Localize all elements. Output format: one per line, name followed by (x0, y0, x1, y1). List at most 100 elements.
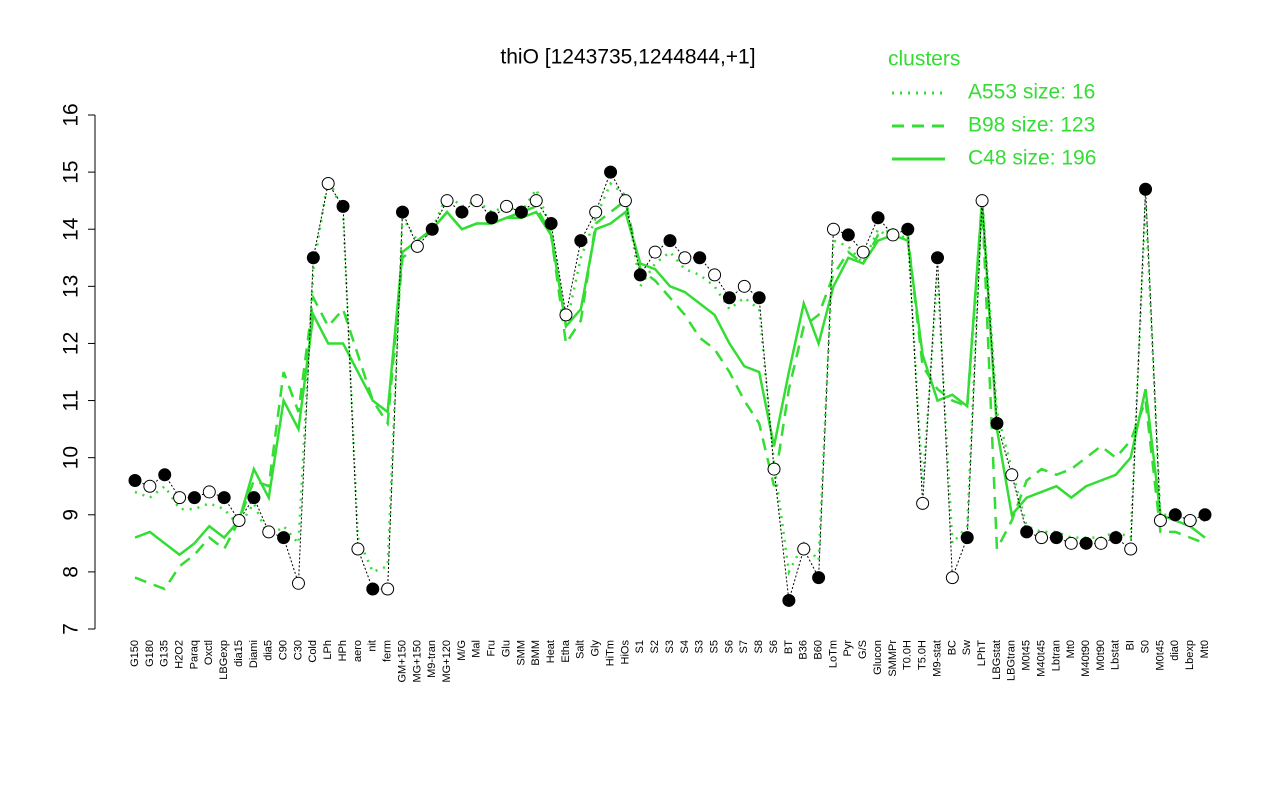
point (1064, 536, 1078, 550)
x-tick-label: M0t45 (1154, 640, 1166, 671)
point (1020, 525, 1034, 539)
point (306, 251, 320, 265)
x-tick-label: G/S (857, 640, 869, 659)
point-link (387, 212, 403, 590)
x-tick-label: H2O2 (173, 640, 185, 669)
point (1035, 531, 1049, 545)
x-tick-label: Mt0 (1065, 640, 1077, 658)
point-link (550, 223, 567, 315)
point (336, 199, 350, 213)
point (500, 199, 514, 213)
y-tick-label: 7 (60, 623, 83, 635)
x-tick-label: C90 (278, 640, 290, 660)
point (425, 222, 439, 236)
x-tick-label: GM+150 (396, 640, 408, 683)
x-tick-label: B60 (813, 640, 825, 660)
point (381, 582, 395, 596)
y-tick-label: 15 (60, 160, 83, 183)
point-link (461, 200, 478, 213)
point (648, 245, 662, 259)
x-tick-label: Lbstat (1110, 640, 1122, 670)
point-link (595, 171, 612, 213)
point-link (565, 240, 582, 315)
point (351, 542, 365, 556)
point (1109, 531, 1123, 545)
legend-label: A553 size: 16 (968, 81, 1095, 104)
point (722, 291, 736, 305)
x-tick-label: M40t90 (1080, 640, 1092, 677)
point (663, 234, 677, 248)
x-tick-label: ferm (382, 640, 394, 662)
x-tick-label: LoTm (827, 640, 839, 668)
x-tick-label: Mal (471, 640, 483, 658)
x-tick-label: BMM (530, 640, 542, 666)
x-tick-label: BI (1125, 640, 1137, 650)
point (366, 582, 380, 596)
x-tick-label: S6 (768, 640, 780, 653)
point-link (446, 200, 463, 213)
x-tick-label: Pyr (842, 640, 854, 657)
y-tick-label: 10 (60, 446, 83, 469)
point (782, 593, 796, 607)
point-link (624, 200, 641, 276)
x-tick-label: G180 (144, 640, 156, 667)
x-tick-label: BT (783, 640, 795, 654)
point (945, 571, 959, 585)
point-link (758, 297, 775, 470)
x-tick-label: dia15 (233, 640, 245, 667)
point (128, 474, 142, 488)
point-link (491, 205, 507, 219)
point (856, 245, 870, 259)
point (291, 576, 305, 590)
point-link (773, 469, 790, 601)
x-tick-label: S3 (664, 640, 676, 653)
x-tick-label: HiOs (619, 640, 631, 665)
x-tick-label: S3 (694, 640, 706, 653)
point (559, 308, 573, 322)
x-tick-label: LBGtran (1006, 640, 1018, 681)
x-tick-label: S0 (1139, 640, 1151, 653)
point (737, 279, 751, 293)
point (916, 496, 930, 510)
x-tick-label: SMM (515, 640, 527, 666)
x-tick-label: Lbtran (1050, 640, 1062, 671)
x-tick-label: S5 (708, 640, 720, 653)
point-link (283, 537, 299, 584)
x-tick-label: LBGstat (991, 640, 1003, 680)
legend-label: C48 size: 196 (968, 147, 1096, 170)
point (826, 222, 840, 236)
point (158, 468, 172, 482)
point (618, 194, 632, 208)
point-link (744, 285, 760, 299)
x-tick-label: M0t90 (1095, 640, 1107, 671)
x-tick-label: LPhT (976, 640, 988, 667)
point (396, 205, 409, 219)
point-link (521, 200, 537, 213)
point (1094, 536, 1108, 550)
x-tick-label: LPh (322, 640, 334, 660)
point (931, 251, 944, 265)
x-tick-label: SMMPr (887, 640, 899, 677)
point (143, 479, 157, 493)
point-link (996, 423, 1013, 475)
point (574, 234, 588, 248)
point (990, 416, 1004, 430)
point-link (342, 206, 359, 550)
point (455, 205, 469, 219)
point (797, 542, 811, 556)
point-link (1115, 537, 1131, 550)
point (1153, 513, 1167, 527)
point (767, 462, 781, 476)
point (187, 491, 201, 505)
point-link (729, 285, 745, 299)
point (812, 571, 826, 585)
point (544, 217, 558, 231)
point (470, 194, 484, 208)
point-link (922, 257, 938, 504)
x-tick-label: MG+120 (441, 640, 453, 683)
point (485, 211, 499, 225)
point-link (788, 548, 805, 601)
x-tick-label: M40t45 (1035, 640, 1047, 677)
x-tick-label: Cold (307, 640, 319, 663)
